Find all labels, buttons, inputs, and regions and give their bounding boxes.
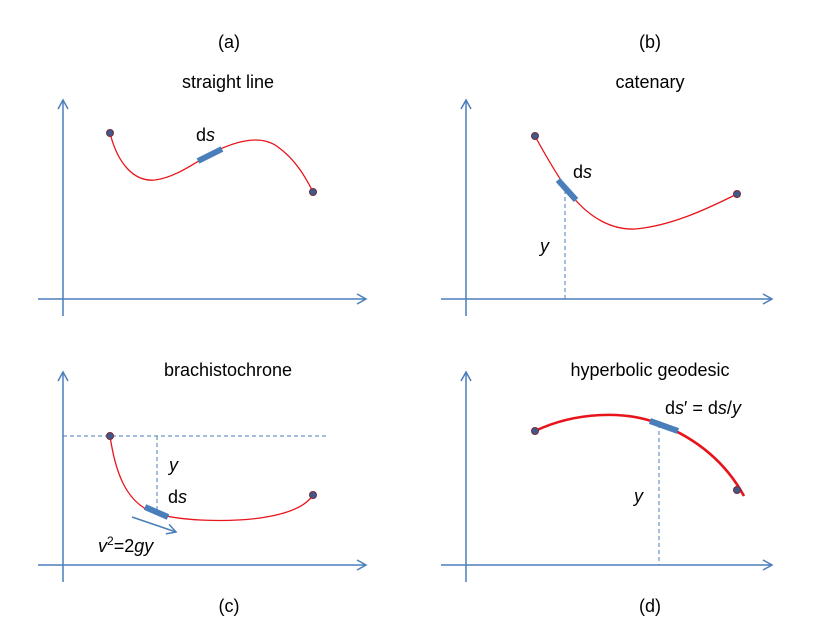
panel-c-curve [109, 435, 314, 522]
panel-c-end-point [309, 491, 317, 499]
panel-c-y-label: y [167, 455, 179, 475]
panel-a-end-point [309, 188, 317, 196]
panel-d-end-point [733, 486, 741, 494]
panel-b-curve [534, 135, 738, 230]
panel-c-ds-label: ds [168, 487, 187, 507]
panel-d-curve [534, 413, 746, 497]
panel-a-ds-segment [196, 146, 224, 164]
panel-b-end-point [733, 190, 741, 198]
panel-b-y-label: y [538, 236, 550, 256]
panel-d: hyperbolic geodesic (d) ds′ = ds/y y [441, 360, 774, 616]
panel-c-velocity-label: v2=2gy [98, 534, 154, 556]
panel-a-start-point [106, 129, 114, 137]
panel-a: (a) straight line ds [38, 32, 368, 316]
panel-d-tag: (d) [639, 596, 661, 616]
panel-c-start-point [106, 432, 114, 440]
panel-b-tag: (b) [639, 32, 661, 52]
panel-d-ds-equation: ds′ = ds/y [665, 398, 742, 418]
panel-b-ds-segment [555, 177, 579, 203]
panel-c: brachistochrone (c) ds y v2=2gy [38, 360, 368, 616]
panel-b-title: catenary [615, 72, 684, 92]
panel-d-y-label: y [632, 486, 644, 506]
panel-d-title: hyperbolic geodesic [570, 360, 729, 380]
panel-c-tag: (c) [219, 596, 240, 616]
panel-c-ds-segment [143, 504, 170, 520]
panel-b-start-point [531, 132, 539, 140]
panel-c-velocity-arrow [131, 516, 178, 535]
panel-d-ds-segment [648, 418, 680, 434]
panel-a-ds-label: ds [196, 125, 215, 145]
panel-a-title: straight line [182, 72, 274, 92]
panel-c-title: brachistochrone [164, 360, 292, 380]
panel-b-ds-label: ds [573, 162, 592, 182]
panel-b: (b) catenary ds y [441, 32, 774, 316]
panel-a-tag: (a) [218, 32, 240, 52]
panel-d-start-point [531, 427, 539, 435]
